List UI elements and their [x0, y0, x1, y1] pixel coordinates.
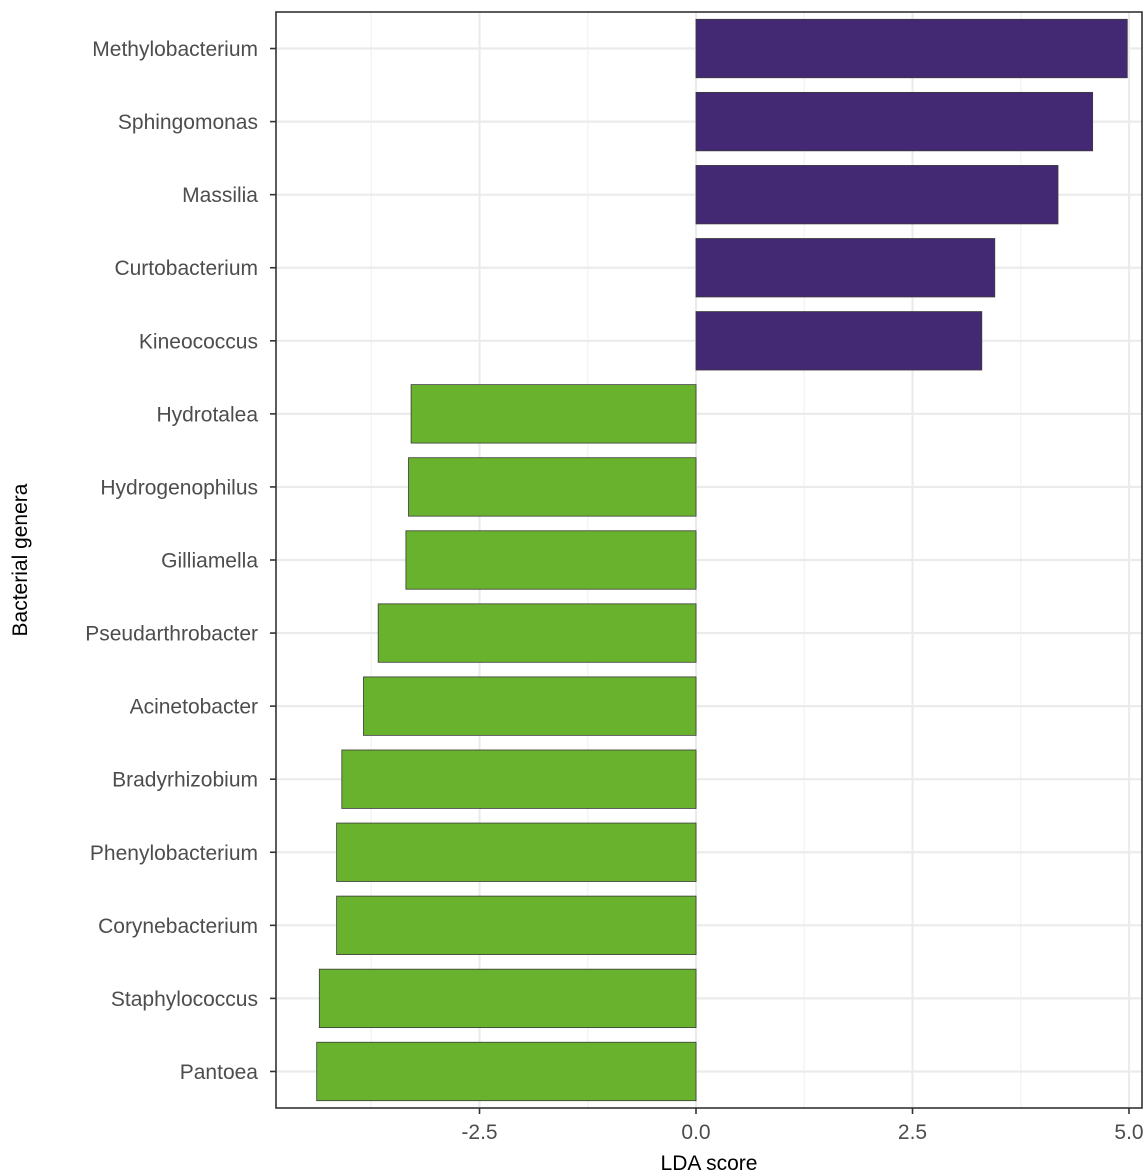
bar-massilia	[695, 165, 1059, 225]
bar-corynebacterium	[336, 895, 697, 955]
bar-pantoea	[316, 1041, 697, 1102]
bar-kineococcus	[695, 311, 983, 371]
y-tick-label: Gilliamella	[161, 550, 258, 573]
bar-gilliamella	[405, 530, 697, 590]
bar-staphylococcus	[318, 968, 697, 1029]
y-tick-label: Sphingomonas	[118, 111, 258, 134]
bar-hydrogenophilus	[408, 457, 697, 517]
bar-bradyrhizobium	[341, 749, 697, 809]
y-axis-ticks: Methylobacterium Sphingomonas Massilia Curt…	[85, 38, 276, 1084]
bar-pseudarthrobacter	[377, 603, 697, 663]
bar-acinetobacter	[363, 676, 697, 736]
y-tick-label: Methylobacterium	[92, 38, 258, 61]
y-tick-label: Bradyrhizobium	[112, 769, 258, 792]
y-tick-label: Curtobacterium	[114, 257, 258, 280]
x-tick-label: -2.5	[461, 1121, 497, 1144]
x-tick-label: 0.0	[681, 1121, 710, 1144]
x-tick-label: 5.0	[1114, 1121, 1143, 1144]
x-axis-ticks: -2.5 0.0 2.5 5.0	[461, 1108, 1144, 1144]
bar-phenylobacterium	[336, 822, 697, 882]
y-tick-label: Staphylococcus	[111, 988, 258, 1011]
bar-curtobacterium	[695, 238, 996, 298]
y-tick-label: Acinetobacter	[130, 696, 258, 719]
y-tick-label: Hydrogenophilus	[100, 476, 258, 499]
bar-methylobacterium	[695, 18, 1128, 79]
y-tick-label: Pseudarthrobacter	[85, 623, 258, 646]
y-tick-label: Phenylobacterium	[90, 842, 258, 865]
y-tick-label: Massilia	[182, 184, 258, 207]
y-tick-label: Pantoea	[180, 1061, 259, 1084]
bars	[316, 18, 1128, 1102]
y-axis-title: Bacterial genera	[9, 483, 32, 636]
x-axis-title: LDA score	[661, 1152, 758, 1175]
x-tick-label: 2.5	[898, 1121, 927, 1144]
y-tick-label: Kineococcus	[139, 330, 258, 353]
y-tick-label: Corynebacterium	[98, 915, 258, 938]
bar-hydrotalea	[410, 384, 697, 444]
y-tick-label: Hydrotalea	[156, 403, 258, 426]
bar-sphingomonas	[695, 91, 1094, 152]
